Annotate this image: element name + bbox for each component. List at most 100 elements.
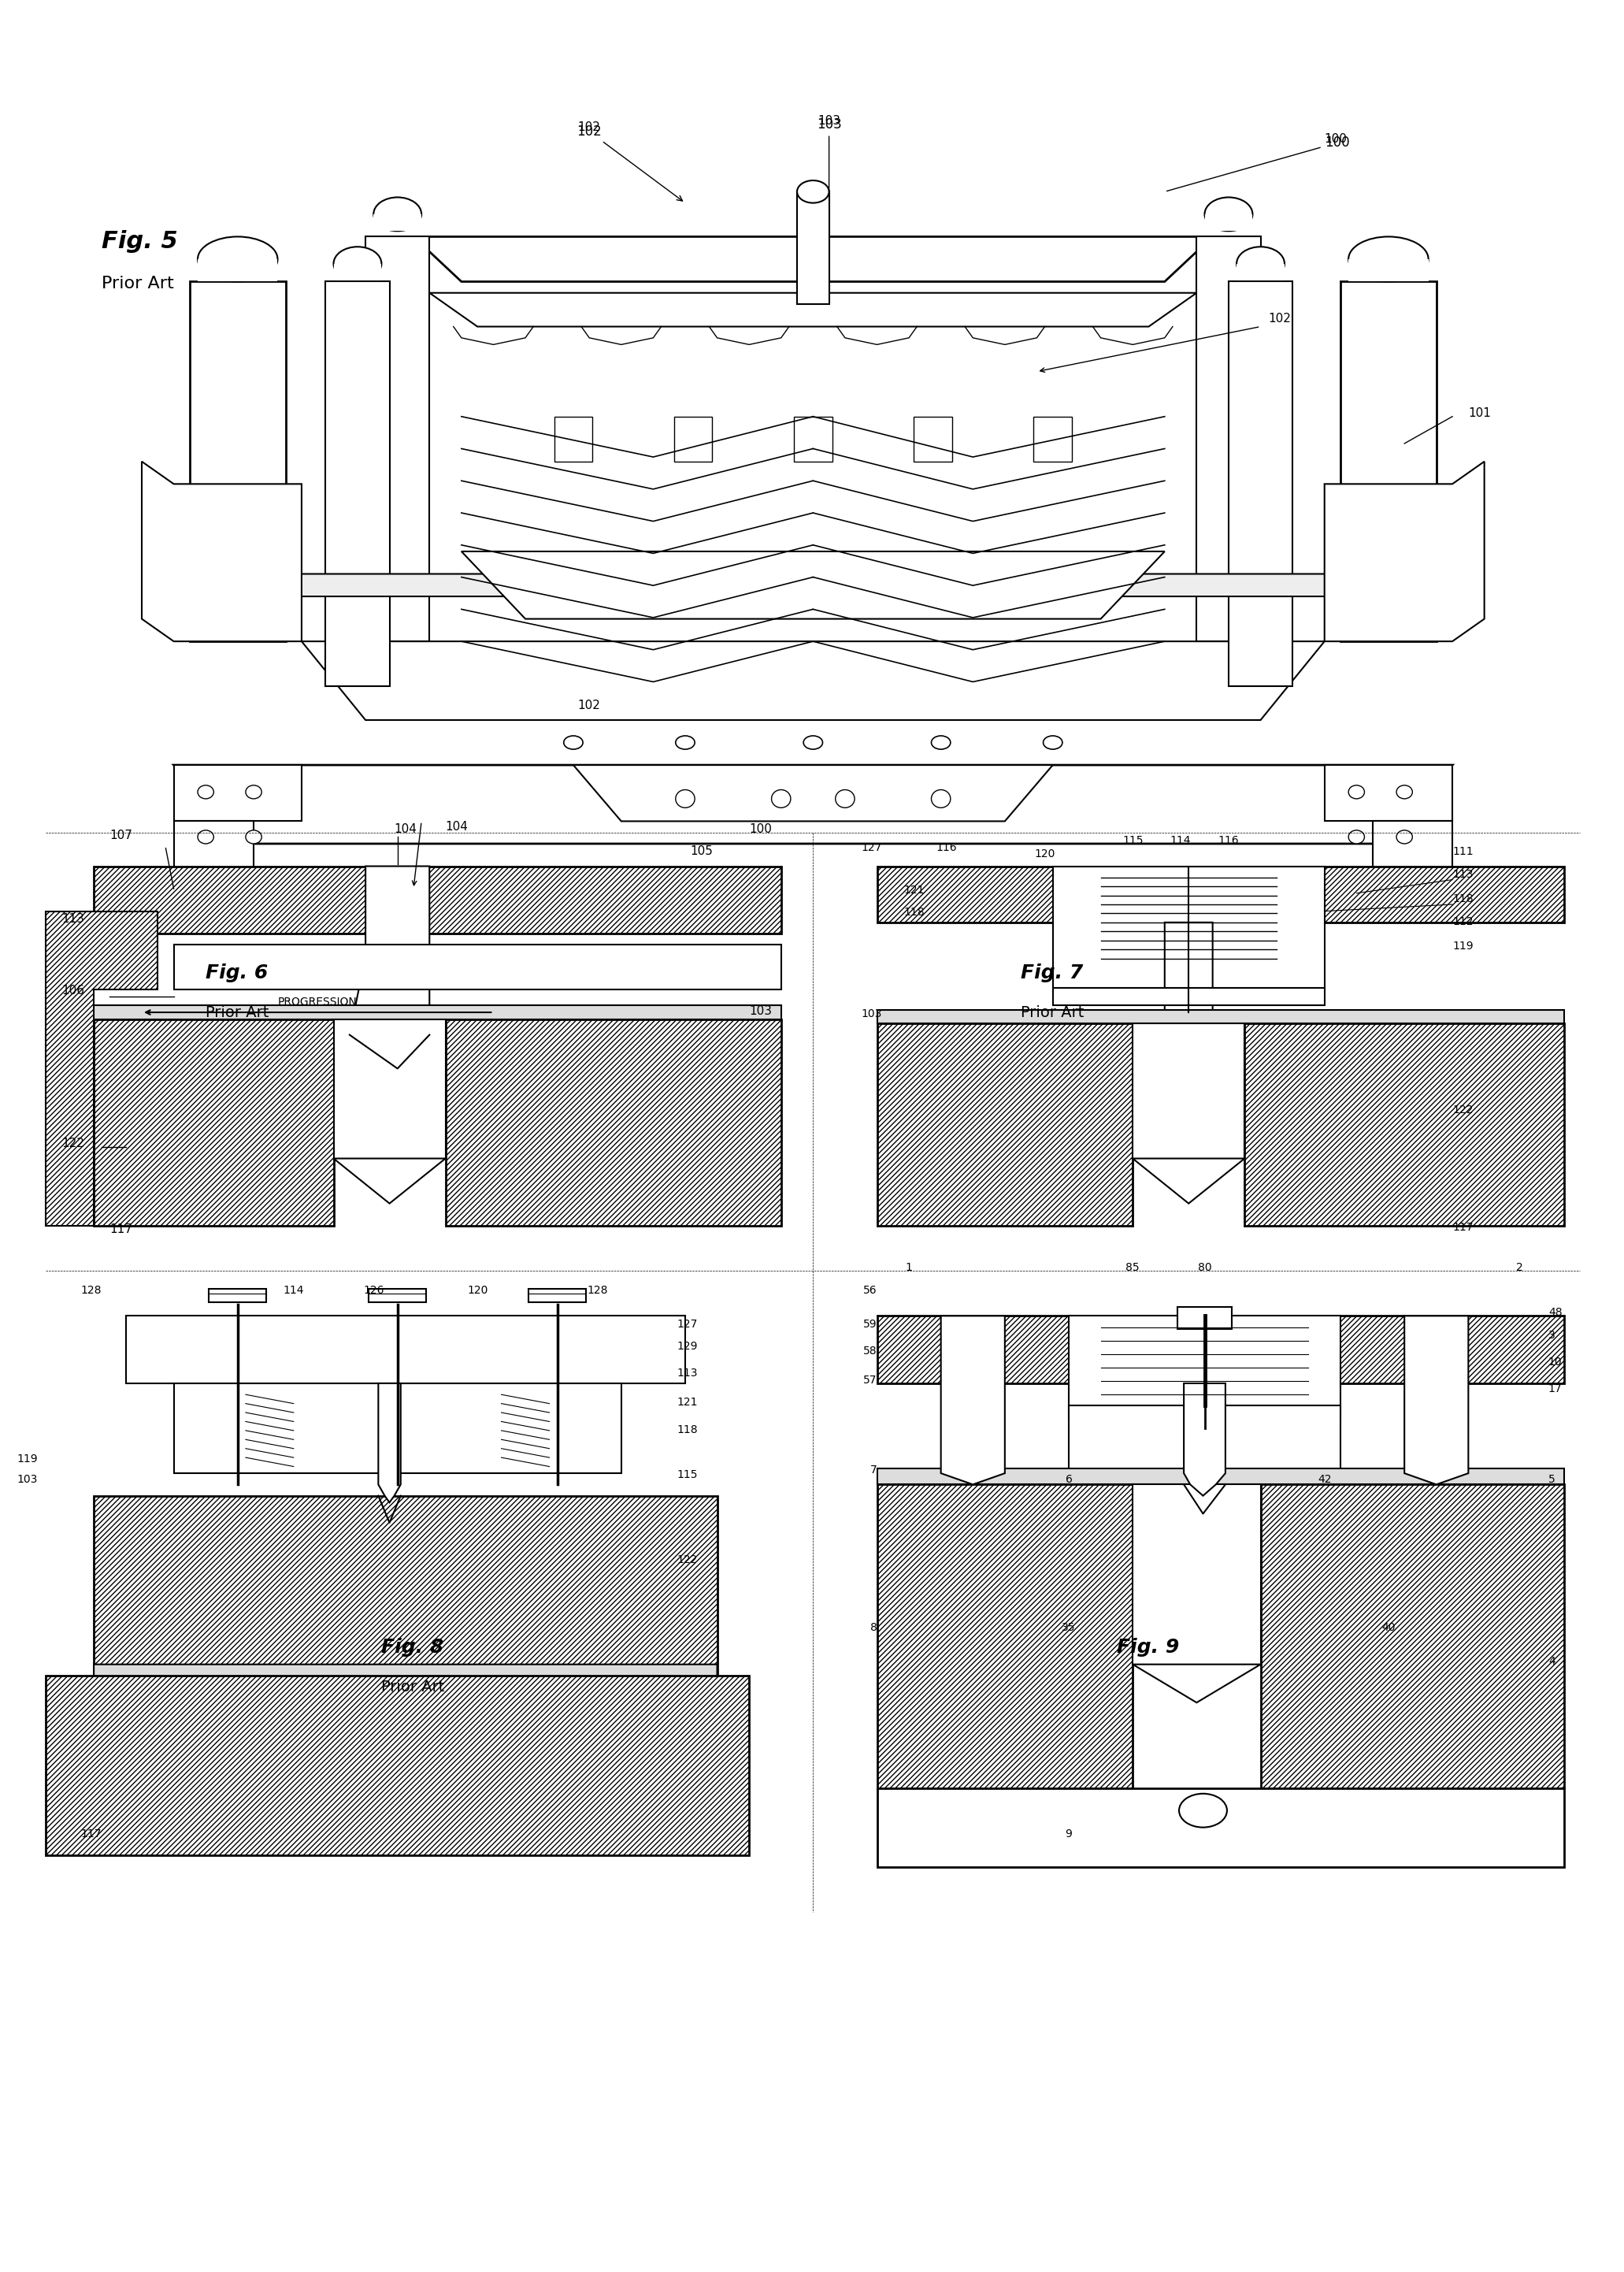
Text: 115: 115 xyxy=(1122,836,1143,845)
Polygon shape xyxy=(174,575,1452,595)
Polygon shape xyxy=(349,866,429,1056)
Text: 2: 2 xyxy=(1517,1263,1523,1272)
Ellipse shape xyxy=(564,736,583,750)
Polygon shape xyxy=(877,1788,1564,1868)
Text: 85: 85 xyxy=(1125,1263,1140,1272)
Polygon shape xyxy=(1325,461,1484,641)
Ellipse shape xyxy=(1236,248,1285,279)
Text: 117: 117 xyxy=(110,1222,133,1236)
Text: PROGRESSION: PROGRESSION xyxy=(278,997,357,1009)
Text: 118: 118 xyxy=(677,1425,698,1436)
Ellipse shape xyxy=(797,179,828,202)
Polygon shape xyxy=(1033,416,1072,461)
Text: 3: 3 xyxy=(1548,1329,1556,1340)
Polygon shape xyxy=(94,1495,718,1677)
Polygon shape xyxy=(1164,922,1213,1034)
Text: 5: 5 xyxy=(1548,1475,1556,1484)
Polygon shape xyxy=(794,416,831,461)
Polygon shape xyxy=(1132,1665,1260,1702)
Polygon shape xyxy=(445,1020,781,1227)
Text: Prior Art: Prior Art xyxy=(382,1679,445,1695)
Polygon shape xyxy=(1260,1484,1564,1788)
Polygon shape xyxy=(461,552,1164,618)
Text: 48: 48 xyxy=(1548,1306,1562,1318)
Polygon shape xyxy=(1069,1315,1340,1418)
Polygon shape xyxy=(877,1025,1132,1227)
Bar xyxy=(1236,264,1285,279)
Polygon shape xyxy=(528,1288,586,1302)
Polygon shape xyxy=(174,945,781,991)
Text: Prior Art: Prior Art xyxy=(206,1004,270,1020)
Text: 122: 122 xyxy=(62,1138,84,1150)
Polygon shape xyxy=(877,1484,1132,1788)
Polygon shape xyxy=(45,1677,749,1856)
Bar xyxy=(1177,1306,1231,1329)
Polygon shape xyxy=(1132,1159,1244,1204)
Text: 101: 101 xyxy=(1468,407,1491,418)
Text: 128: 128 xyxy=(586,1284,607,1295)
Text: 104: 104 xyxy=(445,820,468,832)
Text: 114: 114 xyxy=(1171,836,1190,845)
Text: 56: 56 xyxy=(862,1284,877,1295)
Polygon shape xyxy=(1405,1315,1468,1484)
Polygon shape xyxy=(674,416,713,461)
Polygon shape xyxy=(369,1288,425,1302)
Text: 122: 122 xyxy=(677,1554,698,1565)
Text: 100: 100 xyxy=(1166,136,1350,191)
Polygon shape xyxy=(914,416,952,461)
Text: Prior Art: Prior Art xyxy=(102,275,174,291)
Text: 127: 127 xyxy=(677,1318,698,1329)
Text: 4: 4 xyxy=(1548,1656,1556,1668)
Polygon shape xyxy=(877,866,1564,922)
Text: Fig. 9: Fig. 9 xyxy=(1117,1638,1179,1656)
Ellipse shape xyxy=(804,736,823,750)
Text: 102: 102 xyxy=(578,120,601,134)
Polygon shape xyxy=(1372,820,1452,888)
Polygon shape xyxy=(1340,282,1436,641)
Polygon shape xyxy=(877,1011,1564,1025)
Text: 120: 120 xyxy=(1034,847,1056,859)
Polygon shape xyxy=(125,1315,685,1384)
Bar xyxy=(374,214,422,232)
Polygon shape xyxy=(554,416,593,461)
Polygon shape xyxy=(1197,236,1260,641)
Ellipse shape xyxy=(1205,198,1252,232)
Text: 7: 7 xyxy=(870,1465,877,1475)
Polygon shape xyxy=(94,1665,718,1702)
Text: 115: 115 xyxy=(677,1470,698,1479)
Text: 114: 114 xyxy=(283,1284,304,1295)
Ellipse shape xyxy=(931,791,950,809)
Polygon shape xyxy=(365,236,429,641)
Text: 106: 106 xyxy=(62,984,84,997)
Ellipse shape xyxy=(1348,236,1429,282)
Ellipse shape xyxy=(198,236,278,282)
Ellipse shape xyxy=(1397,829,1413,843)
Text: Prior Art: Prior Art xyxy=(1021,1004,1085,1020)
Text: 118: 118 xyxy=(905,907,926,918)
Polygon shape xyxy=(378,1384,401,1502)
Text: 102: 102 xyxy=(577,125,682,200)
Text: Fig. 6: Fig. 6 xyxy=(206,963,268,982)
Polygon shape xyxy=(1325,766,1452,820)
Text: 112: 112 xyxy=(1452,916,1473,927)
Text: 105: 105 xyxy=(690,845,713,857)
Polygon shape xyxy=(190,282,286,641)
Polygon shape xyxy=(174,766,302,820)
Bar xyxy=(198,259,278,282)
Text: 100: 100 xyxy=(1325,132,1348,145)
Text: 6: 6 xyxy=(1065,1475,1072,1484)
Ellipse shape xyxy=(835,791,854,809)
Polygon shape xyxy=(940,1315,1005,1484)
Text: 57: 57 xyxy=(864,1375,877,1386)
Polygon shape xyxy=(174,820,253,888)
Text: Fig. 5: Fig. 5 xyxy=(102,229,179,252)
Text: 121: 121 xyxy=(905,884,926,895)
Polygon shape xyxy=(333,1020,445,1159)
Text: 100: 100 xyxy=(749,822,771,834)
Text: 59: 59 xyxy=(862,1318,877,1329)
Text: 103: 103 xyxy=(817,116,841,127)
Bar xyxy=(1205,214,1252,232)
Text: 107: 107 xyxy=(110,829,133,841)
Polygon shape xyxy=(1052,988,1325,1006)
Polygon shape xyxy=(1229,282,1293,686)
